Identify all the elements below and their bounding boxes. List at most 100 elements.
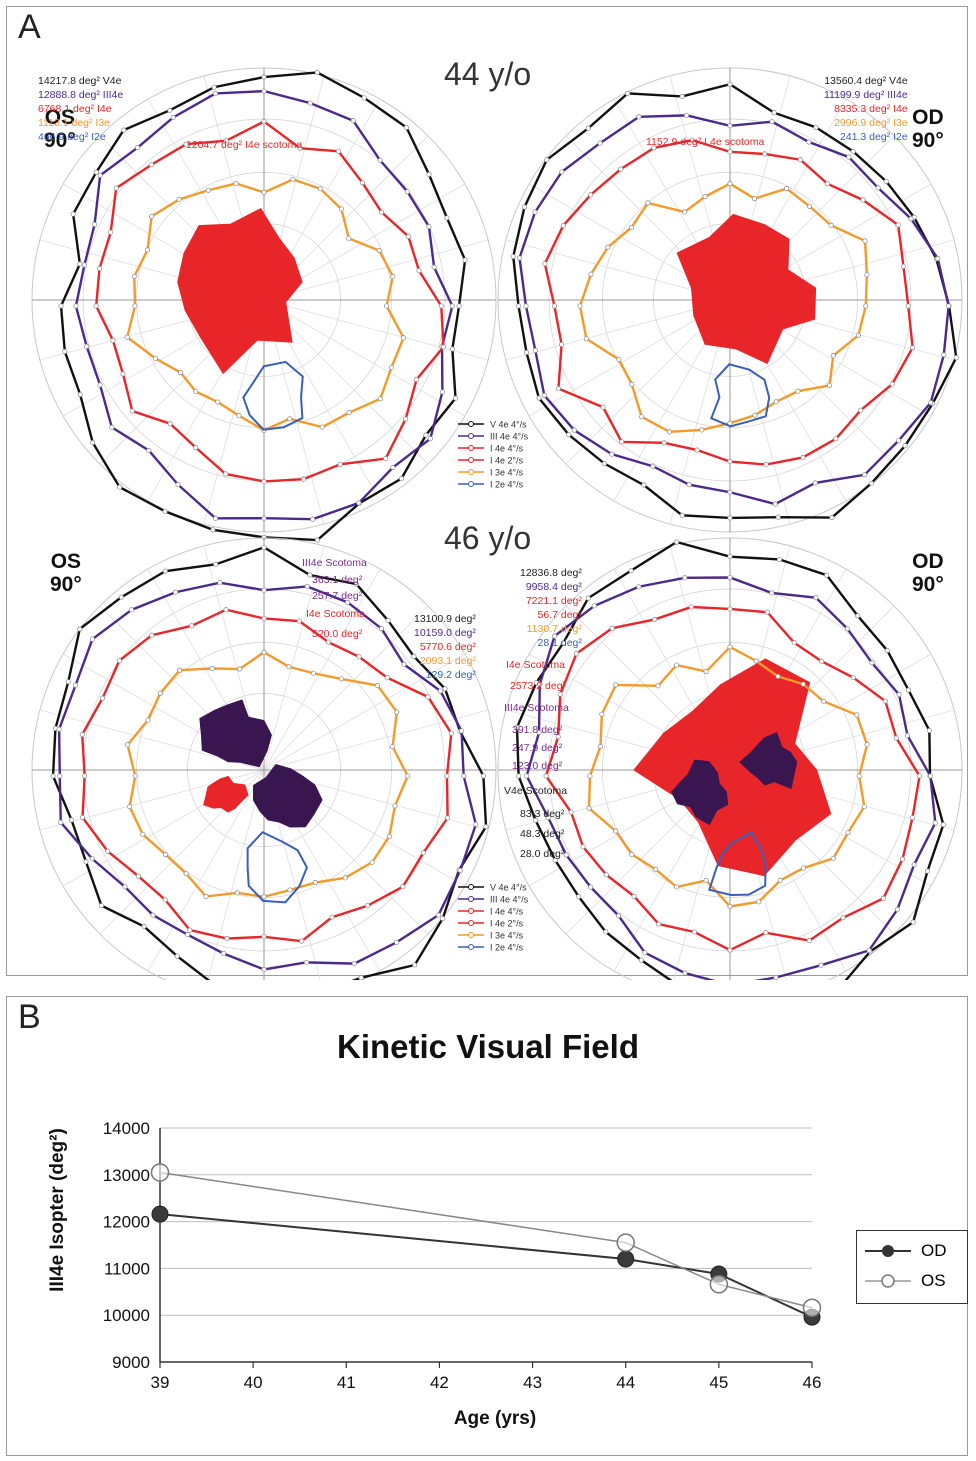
- isopter-point: [682, 575, 688, 581]
- scotoma-region: [676, 213, 817, 365]
- field-meridian: [263, 605, 429, 771]
- area-v4e: 12836.8 deg²: [520, 567, 582, 579]
- eye-degree-text: 90°: [912, 573, 944, 596]
- isopter-point: [552, 633, 558, 639]
- isopter-point: [791, 640, 797, 646]
- legend-marker: [468, 481, 474, 487]
- isopter-point: [850, 675, 856, 681]
- eye-label-text: OD: [912, 550, 944, 573]
- isopter-point: [390, 274, 396, 280]
- legend-label: I 2e 4°/s: [490, 943, 524, 953]
- isopter-point: [209, 665, 215, 672]
- isopter-point: [162, 508, 168, 514]
- scotoma-heading-iii4e-os-46: III4e Scotoma: [302, 557, 367, 569]
- scotoma-value: 363.1 deg²: [312, 574, 363, 586]
- isopter-point: [121, 127, 127, 133]
- isopter-point: [356, 500, 362, 506]
- isopter-point: [58, 303, 64, 309]
- isopter-point: [894, 906, 900, 913]
- isopter-i2e: [242, 360, 304, 431]
- isopter-point: [89, 856, 95, 862]
- isopter-point: [480, 773, 486, 779]
- isopter-point: [223, 138, 229, 144]
- isopter-point: [299, 938, 305, 944]
- isopter-point: [185, 932, 191, 938]
- isopter-point: [773, 399, 779, 405]
- isopter-point: [860, 197, 866, 203]
- scotoma-value: 28.0 deg²: [520, 848, 565, 860]
- isopter-point: [304, 583, 310, 590]
- isopter-point: [82, 773, 88, 779]
- isopter-point: [642, 950, 648, 956]
- isopter-point: [128, 607, 135, 613]
- isopter-point: [806, 203, 813, 209]
- isopter-point: [79, 814, 86, 820]
- legend-label: III 4e 4°/s: [490, 895, 529, 905]
- isopter-point: [674, 539, 680, 545]
- area-iii4e: 12888.8 deg² III4e: [38, 89, 124, 101]
- isopter-point: [149, 632, 155, 638]
- isopter-point: [523, 303, 529, 309]
- isopter-point: [390, 464, 396, 471]
- area-iii4e: 11199.9 deg² III4e: [824, 89, 908, 101]
- isopter-point: [536, 395, 542, 401]
- isopter-point: [261, 587, 267, 593]
- area-list-os-46: 13100.9 deg² 10159.0 deg² 5770.6 deg² 20…: [414, 612, 476, 682]
- isopter-point: [346, 410, 352, 416]
- isopter-point: [577, 303, 583, 309]
- isopter-point: [845, 830, 851, 836]
- isopter-point: [426, 171, 432, 177]
- isopter-point: [902, 443, 908, 449]
- isopter-point: [261, 649, 267, 655]
- isopter-point: [861, 804, 867, 810]
- isopter-point: [310, 516, 316, 522]
- isopter-point: [353, 581, 359, 587]
- isopter-point: [905, 303, 911, 309]
- isopter-point: [828, 222, 834, 228]
- legend-label: OD: [921, 1241, 947, 1260]
- isopter-point: [307, 100, 313, 106]
- isopter-point: [514, 724, 520, 730]
- isopter-point: [603, 929, 609, 935]
- isopter-point: [400, 335, 407, 341]
- legend-isopters-46: V 4e 4°/s III 4e 4°/s I 4e 4°/s I 4e 2°/s I …: [458, 883, 529, 953]
- isopter-point: [162, 897, 168, 903]
- isopter-point: [813, 595, 819, 601]
- isopter-point: [335, 148, 342, 154]
- isopter-point: [628, 568, 634, 574]
- isopter-point: [452, 395, 459, 401]
- isopter-point: [314, 537, 320, 543]
- isopter-point: [753, 658, 759, 664]
- isopter-point: [900, 263, 907, 269]
- isopter-point: [261, 515, 267, 521]
- isopter-point: [537, 681, 543, 687]
- isopter-point: [384, 675, 390, 681]
- field-meridian: [147, 769, 265, 972]
- isopter-point: [727, 149, 733, 155]
- legend-label: I 3e 4°/s: [490, 931, 524, 941]
- isopter-point: [108, 229, 114, 235]
- isopter-point: [533, 817, 539, 823]
- isopter-point: [394, 709, 400, 715]
- isopter-point: [585, 595, 591, 601]
- isopter-point: [211, 84, 217, 90]
- area-iii4e: 9958.4 deg²: [525, 581, 582, 593]
- area-v4e: 14217.8 deg² V4e: [38, 75, 122, 87]
- isopter-point: [456, 303, 462, 309]
- isopter-point: [682, 970, 688, 976]
- isopter-point: [727, 181, 733, 187]
- isopter-point: [651, 145, 657, 151]
- isopter-point: [940, 822, 946, 828]
- isopter-point: [544, 157, 550, 163]
- isopter-point: [461, 773, 467, 779]
- isopter-point: [800, 454, 806, 461]
- isopter-point: [896, 692, 902, 698]
- isopter-point: [932, 820, 938, 826]
- x-axis-label: Age (yrs): [453, 1408, 537, 1429]
- isopter-point: [910, 345, 916, 351]
- isopter-point: [224, 936, 230, 942]
- area-i2e: 466.9 deg² I2e: [38, 131, 106, 143]
- scotoma-value: 2573.2 deg²: [510, 680, 567, 692]
- isopter-point: [93, 169, 99, 175]
- isopter-point: [795, 388, 801, 394]
